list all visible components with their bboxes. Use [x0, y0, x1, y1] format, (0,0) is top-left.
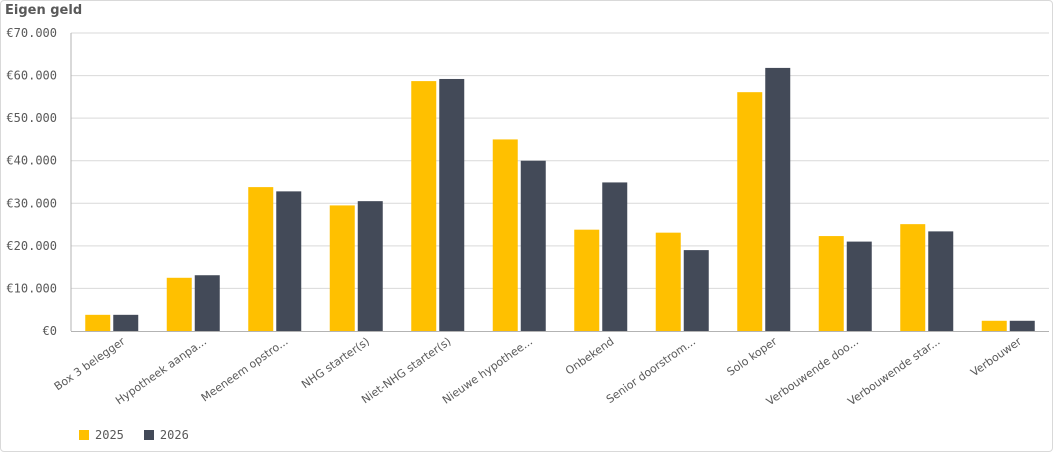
x-tick-label: Box 3 belegger — [52, 335, 128, 394]
bar-2026 — [113, 314, 139, 331]
y-tick-label: €70.000 — [6, 26, 57, 40]
y-tick-label: €30.000 — [6, 196, 57, 210]
y-tick-label: €10.000 — [6, 281, 57, 295]
bar-2026 — [276, 191, 302, 331]
bar-2025 — [329, 205, 355, 331]
chart-title: Eigen geld — [5, 3, 83, 18]
bar-2025 — [655, 232, 681, 331]
bar-2026 — [439, 78, 465, 331]
legend-swatch — [143, 430, 154, 440]
y-tick-label: €60.000 — [6, 69, 57, 83]
y-tick-label: €0 — [43, 324, 57, 338]
legend-label: 2025 — [95, 428, 124, 442]
bar-2025 — [737, 92, 763, 331]
x-tick-label: Onbekend — [563, 335, 616, 378]
bar-2025 — [85, 314, 111, 331]
bar-2026 — [928, 231, 954, 331]
legend: 2025 2026 — [79, 428, 209, 442]
bar-2025 — [411, 81, 437, 331]
bar-2025 — [900, 224, 926, 331]
bar-2026 — [846, 241, 872, 331]
bar-2025 — [166, 277, 192, 331]
x-tick-label: Nieuwe hypothee... — [440, 335, 535, 407]
x-tick-label: Solo koper — [725, 335, 780, 379]
x-tick-label: Meeneem opstro... — [199, 335, 291, 405]
bar-2026 — [765, 67, 791, 331]
x-tick-label: Verbouwer — [968, 335, 1024, 380]
bar-2026 — [520, 160, 546, 331]
bar-2025 — [981, 320, 1007, 331]
bar-2025 — [248, 187, 274, 331]
y-tick-label: €50.000 — [6, 111, 57, 125]
bar-2026 — [357, 201, 383, 331]
bar-2026 — [602, 182, 628, 331]
legend-swatch — [79, 430, 89, 440]
bar-2025 — [492, 139, 518, 331]
y-tick-label: €40.000 — [6, 154, 57, 168]
bar-2025 — [818, 236, 844, 331]
x-tick-label: NHG starter(s) — [299, 335, 372, 391]
x-tick-label: Senior doorstrom... — [604, 335, 698, 406]
y-tick-label: €20.000 — [6, 239, 57, 253]
bar-2026 — [1009, 320, 1035, 331]
legend-item-2025[interactable]: 2025 — [79, 428, 124, 442]
bar-2026 — [683, 250, 709, 331]
legend-item-2026[interactable]: 2026 — [143, 428, 189, 442]
bar-2026 — [194, 275, 220, 331]
legend-label: 2026 — [159, 428, 189, 442]
bar-2025 — [574, 229, 600, 331]
x-tick-label: Hypotheek aanpa... — [113, 335, 209, 408]
